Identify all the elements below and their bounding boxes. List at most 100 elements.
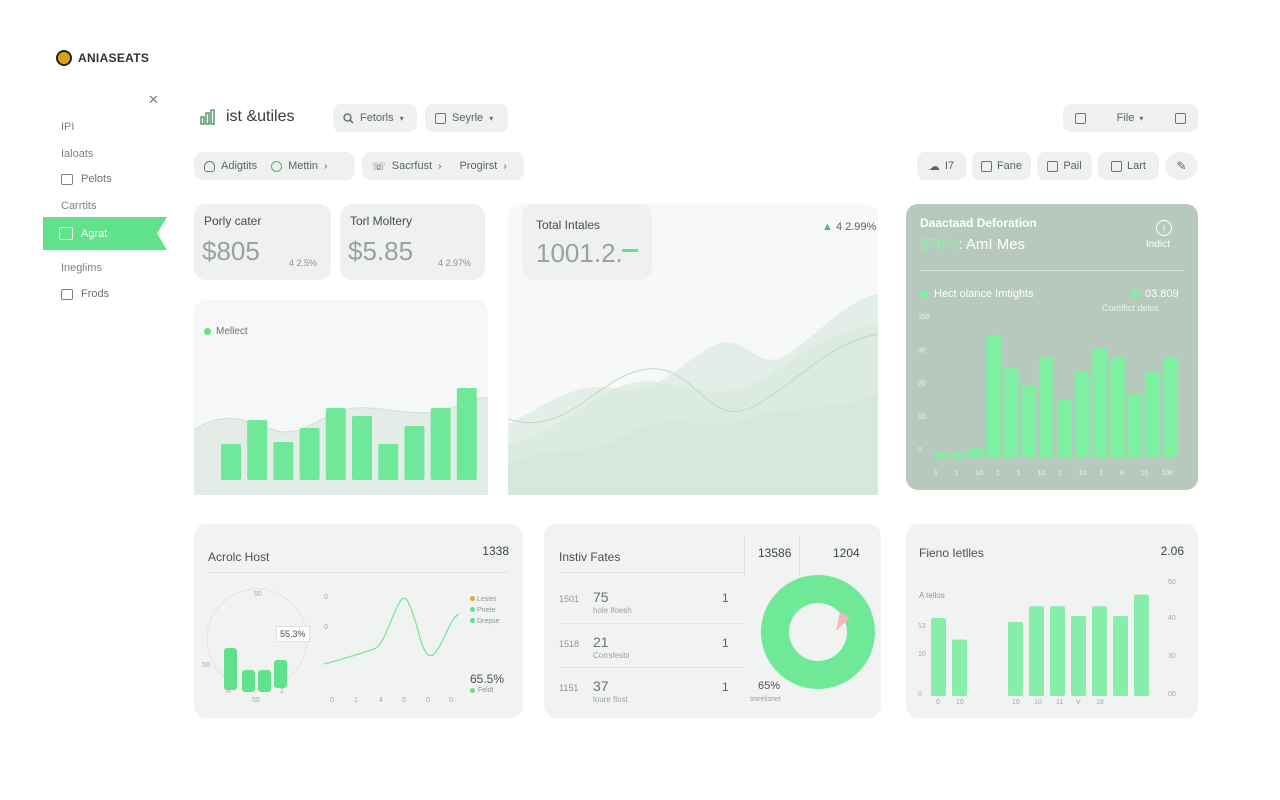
chip-progirst[interactable]: Progirst ›	[451, 152, 514, 180]
filter-fetorls[interactable]: Fetorls ▾	[333, 104, 417, 132]
legend-sub: Comffict delos	[1102, 303, 1159, 313]
donut-label: trorelisnet	[750, 696, 781, 703]
chip-sacrfust[interactable]: ☏ Sacrfust ›	[362, 152, 451, 180]
svg-text:0: 0	[324, 624, 328, 631]
filter-label: Fetorls	[360, 112, 394, 124]
bar	[950, 452, 966, 457]
filter-seyrle[interactable]: Seyrle ▾	[425, 104, 508, 132]
y-tick-label: 0	[918, 691, 922, 698]
sidebar-item-frods[interactable]: Frods	[61, 288, 109, 300]
action-button-pail[interactable]: Pail	[1037, 152, 1092, 180]
bar	[1003, 368, 1019, 457]
accent-mark	[622, 249, 638, 252]
svg-text:0: 0	[426, 697, 430, 704]
bar	[1134, 594, 1149, 696]
sidebar-section-1: IPI	[61, 121, 75, 133]
bar	[968, 448, 984, 457]
panel-subtitle: $78%: AmI Mes	[920, 236, 1026, 253]
breadcrumb-group-2: ☏ Sacrfust › Progirst ›	[362, 152, 524, 180]
row-value: 37	[593, 678, 609, 694]
highlight-bar-chart: 0 10 20 30 150 1 1 10 1 1 10 1 10 1 8 10 100	[918, 314, 1178, 477]
y-tick-label: 40	[1168, 615, 1176, 622]
chevron-right-icon: ›	[438, 160, 442, 172]
y-tick-label: 10	[918, 651, 926, 658]
row-sub: hole lfoesh	[593, 606, 632, 615]
action-button-lart[interactable]: Lart	[1098, 152, 1159, 180]
calendar-icon	[59, 227, 73, 240]
chevron-down-icon: ▾	[489, 113, 494, 123]
svg-text:50: 50	[252, 697, 260, 704]
area-chart-card	[507, 204, 879, 495]
lock-icon[interactable]	[1063, 104, 1097, 132]
x-tick-label: 10	[1034, 699, 1042, 706]
bar	[273, 442, 294, 480]
sidebar-item-label: Frods	[81, 288, 110, 300]
sidebar-item-pelots[interactable]: Pelots	[61, 173, 112, 185]
area-chart-delta: ▲ 4 2.99%	[822, 221, 876, 233]
svg-text:A: A	[226, 688, 231, 695]
sidebar-item-agrat[interactable]: Agrat	[43, 217, 167, 250]
calendar-icon	[435, 112, 446, 124]
phone-icon: ☏	[372, 160, 386, 173]
bar	[1008, 621, 1023, 696]
edit-button[interactable]: ✎	[1165, 152, 1198, 180]
bar	[1092, 348, 1108, 457]
svg-text:4: 4	[379, 697, 383, 704]
y-tick-label: 30	[1168, 653, 1176, 660]
action-button-i7[interactable]: ☁ I7	[917, 152, 966, 180]
bar-chart-card	[193, 300, 489, 495]
sidebar-section-3: Carrtits	[61, 200, 97, 212]
briefcase-icon	[61, 173, 73, 185]
panel-title: Daactaad Deforation	[920, 216, 1037, 230]
x-tick-label: 8	[1120, 470, 1124, 477]
bar	[1110, 356, 1125, 457]
card-title: Acrolc Host	[208, 550, 270, 564]
svg-text:1: 1	[354, 697, 358, 704]
info-icon[interactable]: i	[1156, 220, 1172, 236]
close-icon[interactable]: ✕	[148, 92, 159, 107]
chip-adigtits[interactable]: Adigtits	[194, 152, 267, 180]
app-logo: ANIASEATS	[56, 50, 149, 66]
action-button-fane[interactable]: Fane	[972, 152, 1031, 180]
series-label: A tellos	[919, 591, 945, 600]
bar	[456, 388, 477, 480]
bar	[1021, 385, 1037, 457]
panel-divider	[920, 270, 1184, 271]
acrolc-card: Acrolc Host 1338 0 0 0 1 4 5 0 0 50 50 A…	[194, 524, 523, 718]
column-divider	[744, 536, 745, 576]
svg-text:50: 50	[254, 591, 262, 598]
bar	[986, 335, 1001, 457]
image-icon	[1047, 160, 1059, 172]
svg-text:0: 0	[324, 594, 328, 601]
file-menu-button[interactable]: File ▾	[1097, 104, 1163, 132]
legend-label: Hect olance Imtights	[934, 288, 1034, 300]
page-header: ist &utiles	[200, 108, 294, 126]
x-tick-label: 10	[956, 699, 964, 706]
folder-icon	[61, 288, 73, 300]
bar	[1074, 371, 1090, 457]
action-label: Fane	[996, 160, 1023, 172]
bar	[952, 639, 967, 696]
y-tick-label: 13	[918, 623, 926, 630]
document-icon[interactable]	[1163, 104, 1198, 132]
y-tick-label: 150	[918, 314, 930, 321]
sidebar-item-label: Agrat	[81, 227, 108, 240]
highlight-panel: Daactaad Deforation $78%: AmI Mes i Indi…	[906, 204, 1198, 490]
gauge-chart: 0 0 0 1 4 5 0 0 50 50 A 50 2	[202, 588, 460, 704]
column-divider	[799, 536, 800, 576]
chip-mettin[interactable]: Mettin ›	[267, 152, 331, 180]
instiv-card: Instiv Fates 13586 1204 1501 75 hole lfo…	[544, 524, 881, 718]
bar	[430, 408, 451, 480]
stat-title: Total Intales	[536, 218, 601, 232]
x-tick-label: 1	[1058, 470, 1062, 477]
mini-chart-legend: Mellect	[204, 326, 248, 337]
x-tick-label: 10	[1037, 470, 1045, 477]
delta-text: 4 2.99%	[835, 221, 877, 233]
x-tick-label: 10	[1012, 699, 1020, 706]
stat-delta: 4 2.5%	[288, 258, 317, 268]
stat-card-porly: Porly cater $805 4 2.5%	[194, 204, 331, 280]
bar	[299, 428, 320, 480]
legend-dot	[1131, 290, 1139, 298]
row-count: 1	[722, 636, 729, 650]
x-tick-label: V	[1076, 699, 1081, 706]
